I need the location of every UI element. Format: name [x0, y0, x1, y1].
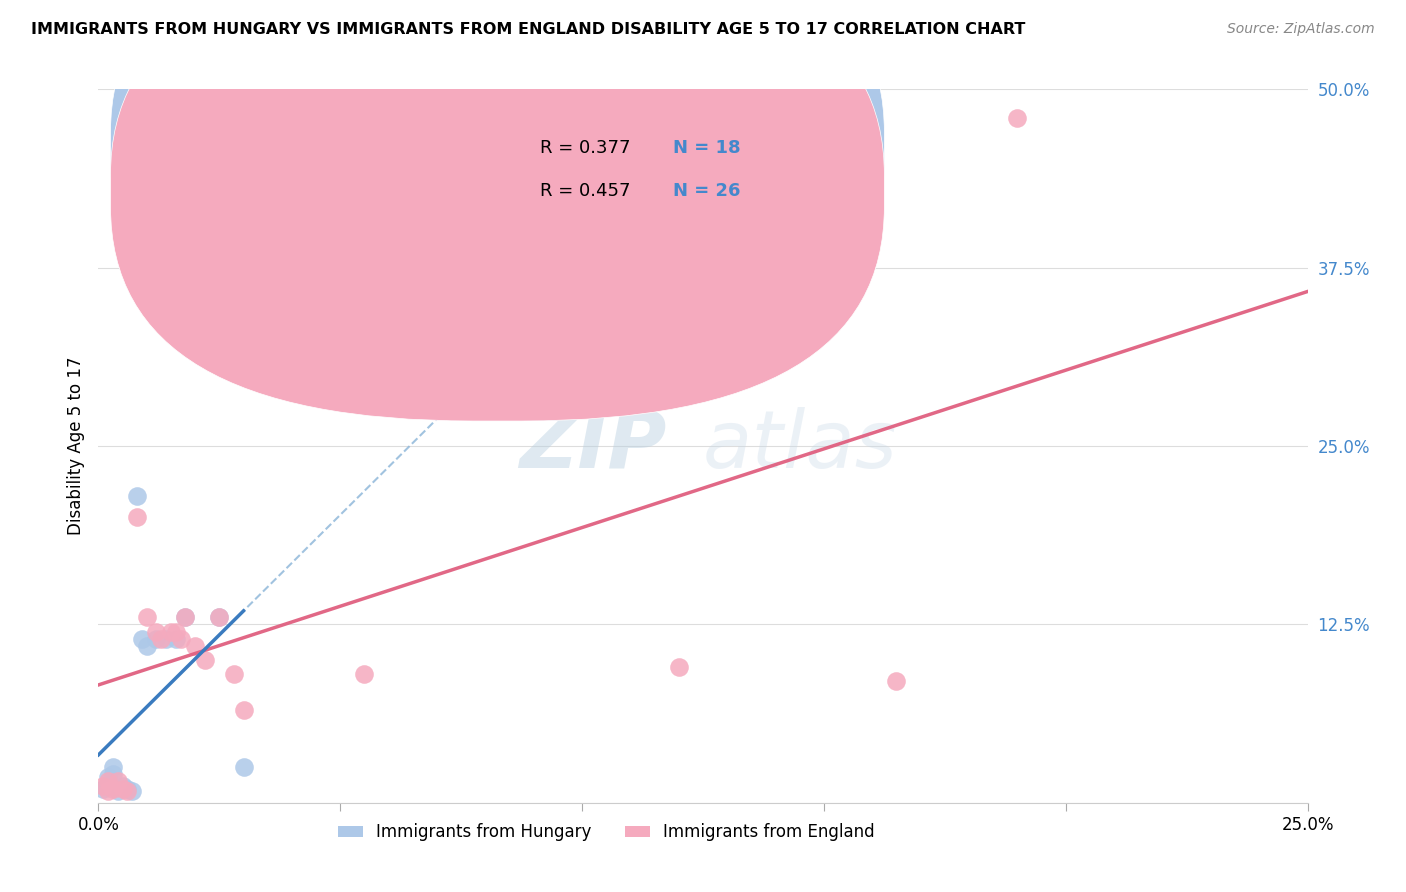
- Point: [155, 632, 177, 646]
- Point: [165, 624, 187, 639]
- Y-axis label: Disability Age 5 to 17: Disability Age 5 to 17: [66, 357, 84, 535]
- Point: [150, 632, 173, 646]
- Point: [232, 760, 254, 774]
- Text: atlas: atlas: [703, 407, 898, 485]
- Point: [135, 610, 157, 624]
- Legend: Immigrants from Hungary, Immigrants from England: Immigrants from Hungary, Immigrants from…: [330, 817, 882, 848]
- Point: [208, 610, 231, 624]
- Point: [886, 674, 908, 689]
- Text: IMMIGRANTS FROM HUNGARY VS IMMIGRANTS FROM ENGLAND DISABILITY AGE 5 TO 17 CORREL: IMMIGRANTS FROM HUNGARY VS IMMIGRANTS FR…: [31, 22, 1025, 37]
- Point: [117, 781, 139, 796]
- Point: [232, 703, 254, 717]
- Point: [91, 781, 114, 796]
- Point: [121, 784, 143, 798]
- Point: [174, 610, 197, 624]
- Point: [111, 779, 134, 793]
- Point: [353, 667, 375, 681]
- Point: [101, 760, 124, 774]
- Point: [165, 632, 187, 646]
- Point: [101, 781, 124, 796]
- Point: [208, 610, 231, 624]
- Text: R = 0.457: R = 0.457: [540, 182, 630, 200]
- Point: [135, 639, 157, 653]
- Text: N = 18: N = 18: [672, 139, 741, 157]
- Point: [174, 610, 197, 624]
- Point: [127, 510, 149, 524]
- Point: [97, 770, 120, 784]
- Point: [184, 639, 207, 653]
- Text: N = 26: N = 26: [672, 182, 741, 200]
- Text: Source: ZipAtlas.com: Source: ZipAtlas.com: [1227, 22, 1375, 37]
- Point: [111, 781, 134, 796]
- Point: [121, 260, 143, 275]
- Point: [107, 774, 129, 789]
- Point: [97, 779, 120, 793]
- FancyBboxPatch shape: [449, 111, 837, 225]
- Point: [131, 632, 153, 646]
- Text: ZIP: ZIP: [519, 407, 666, 485]
- Point: [1007, 111, 1029, 125]
- Point: [107, 784, 129, 798]
- FancyBboxPatch shape: [111, 0, 884, 421]
- Point: [169, 632, 191, 646]
- Point: [127, 489, 149, 503]
- Point: [145, 624, 167, 639]
- Point: [101, 767, 124, 781]
- Point: [329, 325, 352, 339]
- FancyBboxPatch shape: [111, 0, 884, 378]
- Point: [194, 653, 217, 667]
- Point: [97, 774, 120, 789]
- Point: [222, 667, 245, 681]
- Point: [145, 632, 167, 646]
- Text: R = 0.377: R = 0.377: [540, 139, 630, 157]
- Point: [97, 784, 120, 798]
- Point: [160, 624, 183, 639]
- Point: [668, 660, 690, 674]
- Point: [117, 784, 139, 798]
- Point: [91, 779, 114, 793]
